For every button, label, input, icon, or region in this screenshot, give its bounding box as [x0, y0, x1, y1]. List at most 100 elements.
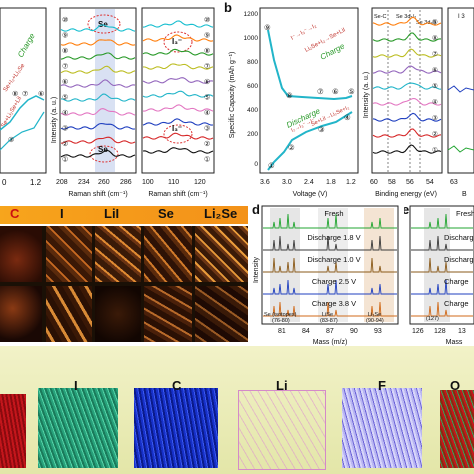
- right-top-label: I 3: [458, 14, 465, 20]
- y-axis-label: Specific Capacity (mAh g⁻¹): [229, 52, 236, 139]
- spectrum-trace: [142, 118, 214, 126]
- peak-circle-top: [163, 31, 193, 53]
- mass-trace: [411, 257, 473, 273]
- spectrum-trace: [60, 39, 136, 46]
- spectrum-trace: [142, 147, 214, 154]
- spectrum-trace: [60, 136, 136, 144]
- spectrum-trace: [60, 149, 136, 158]
- spectrum-trace: [142, 90, 214, 98]
- peak-label-top: I₃⁻: [172, 37, 182, 46]
- highlight-band: [95, 9, 115, 172]
- step-circle: ①: [432, 146, 438, 154]
- step-circle: ③: [62, 125, 68, 133]
- spectrum-trace: [60, 108, 136, 116]
- x-axis-label: Voltage (V): [293, 191, 328, 198]
- mass-trace: [263, 301, 397, 317]
- step-circle: ⑨: [432, 18, 438, 26]
- step-circle: ⑥: [62, 78, 68, 86]
- annotation: LiSe: [322, 312, 333, 318]
- tof-label-li2se: Li₂Se: [204, 206, 238, 221]
- x-tick: 120: [194, 179, 206, 186]
- x-tick: 90: [350, 328, 358, 335]
- step-circle: ⑨: [204, 32, 210, 40]
- step-circle: ①: [204, 156, 210, 164]
- x-tick: 93: [374, 328, 382, 335]
- x-tick: 81: [278, 328, 286, 335]
- panel-d-mass-spectra: d Intensity Fresh Discharge 1.8 V Discha…: [252, 202, 399, 346]
- volume-fluorine: [342, 388, 422, 468]
- x-tick: 286: [120, 179, 132, 186]
- step-circle: ⑨: [62, 32, 68, 40]
- step-circle: ⑧: [12, 90, 18, 98]
- tof-label-i: I: [60, 206, 64, 221]
- spectrum-trace: [372, 144, 442, 154]
- panel-letter: b: [224, 0, 232, 15]
- annotation: (90-94): [366, 318, 384, 324]
- spectrum-trace: [372, 82, 442, 90]
- x-tick: 126: [412, 328, 424, 335]
- raman-traces: [60, 24, 136, 158]
- y-tick: 1000: [244, 35, 259, 42]
- y-tick: 400: [247, 107, 258, 114]
- highlight-lise: [318, 208, 348, 322]
- panel-b-capacity-plot: b Specific Capacity (mAh g⁻¹) 1200 1000 …: [224, 0, 359, 198]
- peak-circle-top: [87, 14, 121, 34]
- y-tick: 1200: [244, 11, 259, 18]
- step-circle: ⑧: [286, 91, 293, 100]
- mass-trace: [411, 235, 473, 251]
- spectrum-trace: [142, 48, 214, 56]
- tof-tile-i-2: [46, 286, 92, 342]
- step-circle: ②: [62, 140, 68, 148]
- step-circle: ⑥: [204, 78, 210, 86]
- step-circle: ⑦: [432, 50, 438, 58]
- y-axis-label: Intensity (a. u.): [363, 72, 370, 118]
- x-axis-label: B: [462, 191, 467, 198]
- right-trace: [447, 85, 474, 93]
- trace-label: Charge 3.8 V: [312, 299, 356, 308]
- x-tick: 100: [142, 179, 154, 186]
- step-circle: ⑥: [432, 66, 438, 74]
- spectrum-trace: [60, 52, 136, 60]
- mass-trace: [263, 279, 397, 295]
- volume-label-f: F: [378, 378, 386, 393]
- trace-label: Charge 2.5 V: [312, 277, 356, 286]
- step-circle: ①: [268, 161, 275, 170]
- tof-tiles: [0, 226, 248, 342]
- step-circle: ⑧: [204, 47, 210, 55]
- step-circle: ③: [204, 125, 210, 133]
- x-tick: 1.2: [346, 179, 356, 186]
- tof-tile-se-2: [144, 286, 192, 342]
- peak-label: Se 3d₅/₂: [396, 14, 416, 20]
- xps-traces: [372, 16, 442, 154]
- mass-trace: [411, 279, 473, 295]
- charge-curve: [0, 95, 45, 131]
- y-tick: 800: [247, 59, 258, 66]
- mass-trace: [263, 235, 397, 251]
- step-circle: ①: [62, 156, 68, 164]
- x-axis-label: Binding energy (eV): [375, 191, 437, 198]
- trace-label: Discharge: [444, 233, 474, 242]
- step-circle: ③: [432, 114, 438, 122]
- xps-plot: Intensity (a. u.) Se-C Se 3d₅/₂ Se 3d₃/₂…: [363, 7, 474, 198]
- step-circle: ③: [318, 125, 325, 134]
- step-circle: ④: [62, 109, 68, 117]
- annotation: (127): [426, 316, 439, 322]
- spectrum-trace: [372, 112, 442, 122]
- volume-oxygen: [440, 390, 474, 468]
- tof-tile-i-1: [46, 226, 92, 282]
- x-tick: 87: [326, 328, 334, 335]
- spectrum-trace: [142, 132, 214, 140]
- step-circle: ④: [344, 113, 351, 122]
- x-axis-label: Raman shift (cm⁻¹): [68, 191, 127, 198]
- spectrum-trace: [372, 48, 442, 58]
- spectrum-trace: [60, 24, 136, 32]
- panel-letter: d: [252, 202, 260, 217]
- discharge-curve: [267, 111, 353, 171]
- spectrum-trace: [142, 77, 214, 84]
- peak-label: Se-C: [374, 14, 387, 20]
- spectrum-trace: [60, 93, 136, 102]
- peak-label-bottom: I₃⁻: [172, 124, 182, 133]
- volume-iodine: [38, 388, 118, 468]
- trace-label: Charge: [444, 277, 469, 286]
- step-circle: ⑦: [62, 63, 68, 71]
